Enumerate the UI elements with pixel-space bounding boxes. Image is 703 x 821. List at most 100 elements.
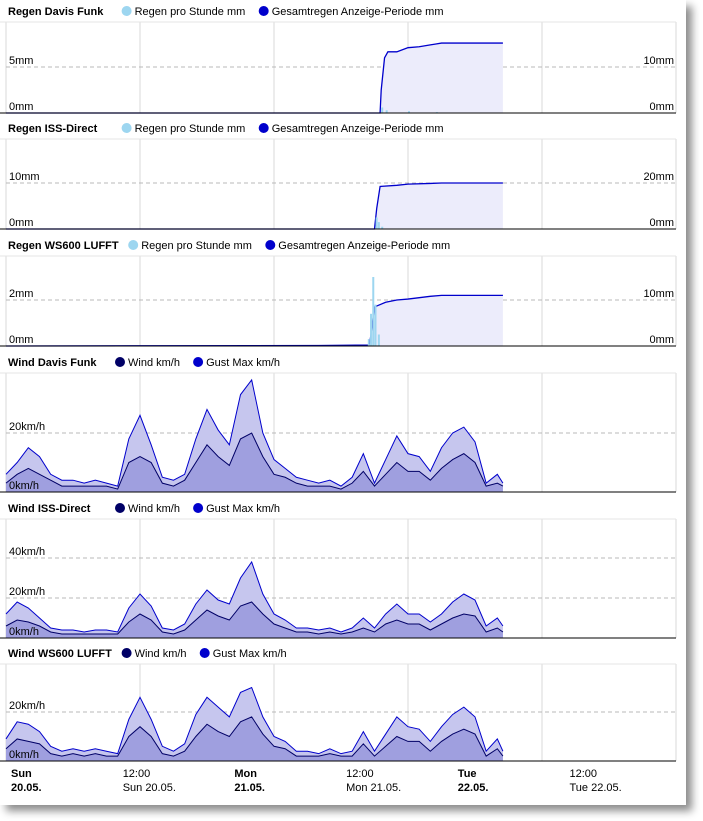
legend-marker <box>193 357 204 367</box>
x-tick-line2: Mon 21.05. <box>346 782 402 794</box>
legend-marker <box>115 357 125 367</box>
x-tick-line2: 20.05. <box>11 782 42 794</box>
right-tick-label: 10mm <box>643 55 674 67</box>
rain-rate-bar <box>374 304 377 346</box>
chart-header <box>0 642 686 664</box>
x-tick-label: Tue 22.05. <box>458 767 489 795</box>
legend-label: Regen pro Stunde mm <box>135 6 246 18</box>
left-tick-label: 20km/h <box>9 700 45 712</box>
rain-rate-bar <box>385 110 388 113</box>
rain-rate-bar <box>381 107 384 113</box>
gust-line <box>5 686 504 755</box>
left-tick-label: 20km/h <box>9 421 45 433</box>
legend-label: Gesamtregen Anzeige-Periode mm <box>278 240 450 252</box>
rain-rate-bar <box>370 313 373 346</box>
legend-marker <box>193 503 204 513</box>
x-tick-line2: Tue 22.05. <box>569 782 622 794</box>
x-tick-line2: Sun 20.05. <box>122 782 176 794</box>
legend-label: Wind km/h <box>128 503 180 515</box>
rain-total-area <box>6 183 503 229</box>
chart-title: Wind ISS-Direct <box>8 503 91 515</box>
rain-rate-bar <box>372 277 375 346</box>
left-tick-label: 0km/h <box>9 480 39 492</box>
legend-marker <box>128 240 139 250</box>
x-tick-line1: 12:00 <box>346 768 374 780</box>
x-tick-label: 12:00 Sun 20.05. <box>123 767 176 795</box>
wind-line <box>5 716 504 757</box>
weather-charts: Regen Davis Funk Regen pro Stunde mm Gesam… <box>0 0 686 762</box>
rain-total-area <box>6 295 503 346</box>
rain-rate-bar <box>377 222 380 229</box>
chart-header <box>0 497 686 519</box>
x-tick-label: 12:00 Mon 21.05. <box>346 767 401 795</box>
gust-area <box>6 562 503 638</box>
right-tick-label: 0mm <box>650 217 674 229</box>
left-tick-label: 0mm <box>9 334 33 346</box>
right-tick-label: 0mm <box>650 101 674 113</box>
chart-title: Regen WS600 LUFFT <box>8 240 119 252</box>
x-tick-line1: 12:00 <box>569 768 598 780</box>
legend-marker <box>121 6 132 16</box>
rain-rate-bar <box>377 334 380 346</box>
chart-title: Regen ISS-Direct <box>8 123 98 135</box>
wind-line <box>5 601 504 635</box>
left-tick-label: 5mm <box>9 55 33 67</box>
x-tick-label: 12:00 Tue 22.05. <box>570 767 622 795</box>
legend-label: Gesamtregen Anzeige-Periode mm <box>272 6 444 18</box>
chart-header <box>0 117 686 139</box>
left-tick-label: 20km/h <box>9 586 45 598</box>
legend-label: Gust Max km/h <box>206 503 280 515</box>
legend-marker <box>121 123 132 133</box>
left-tick-label: 0km/h <box>9 626 39 638</box>
legend-marker <box>265 240 276 250</box>
chart-panel: Regen Davis Funk Regen pro Stunde mm Gesam… <box>0 0 686 795</box>
right-tick-label: 10mm <box>643 288 674 300</box>
right-tick-label: 0mm <box>650 334 674 346</box>
chart-header <box>0 0 686 22</box>
x-tick-line1: Mon <box>234 768 257 780</box>
left-tick-label: 0mm <box>9 101 33 113</box>
right-tick-label: 20mm <box>643 171 674 183</box>
x-tick-label: Mon 21.05. <box>234 767 265 795</box>
rain-total-area <box>6 43 503 113</box>
rain-rate-bar <box>375 217 378 229</box>
legend-marker <box>115 503 125 513</box>
wind-area <box>6 716 503 761</box>
x-tick-line2: 22.05. <box>457 782 489 794</box>
rain-total-line <box>6 182 503 230</box>
legend-label: Wind km/h <box>135 648 187 660</box>
legend-marker <box>258 123 269 133</box>
left-tick-label: 40km/h <box>9 546 45 558</box>
x-tick-line2: 21.05. <box>234 782 265 794</box>
x-tick-line1: 12:00 <box>122 768 151 780</box>
rain-rate-bar <box>381 226 384 229</box>
legend-label: Gust Max km/h <box>206 357 280 369</box>
chart-header <box>0 351 686 373</box>
gust-line <box>5 378 504 487</box>
wind-line <box>5 432 504 490</box>
legend-marker <box>258 6 269 16</box>
left-tick-label: 2mm <box>9 288 33 300</box>
legend-label: Gust Max km/h <box>213 648 287 660</box>
x-tick-line1: Tue <box>457 768 477 780</box>
chart-title: Wind Davis Funk <box>8 357 97 369</box>
legend-marker <box>199 648 210 658</box>
chart-header <box>0 234 686 256</box>
rain-total-line <box>5 294 503 347</box>
wind-area <box>6 433 503 492</box>
gust-line <box>5 560 504 633</box>
left-tick-label: 0km/h <box>9 749 39 761</box>
chart-title: Wind WS600 LUFFT <box>8 648 112 660</box>
chart-title: Regen Davis Funk <box>8 6 104 18</box>
x-tick-line1: Sun <box>11 768 32 780</box>
rain-rate-bar <box>367 339 370 346</box>
x-tick-label: Sun 20.05. <box>11 767 42 795</box>
legend-label: Gesamtregen Anzeige-Periode mm <box>272 123 444 135</box>
legend-marker <box>121 648 132 658</box>
legend-label: Wind km/h <box>128 357 180 369</box>
rain-total-line <box>6 42 503 114</box>
rain-rate-bar <box>408 111 410 113</box>
left-tick-label: 0mm <box>9 217 33 229</box>
legend-label: Regen pro Stunde mm <box>141 240 252 252</box>
left-tick-label: 10mm <box>9 171 40 183</box>
